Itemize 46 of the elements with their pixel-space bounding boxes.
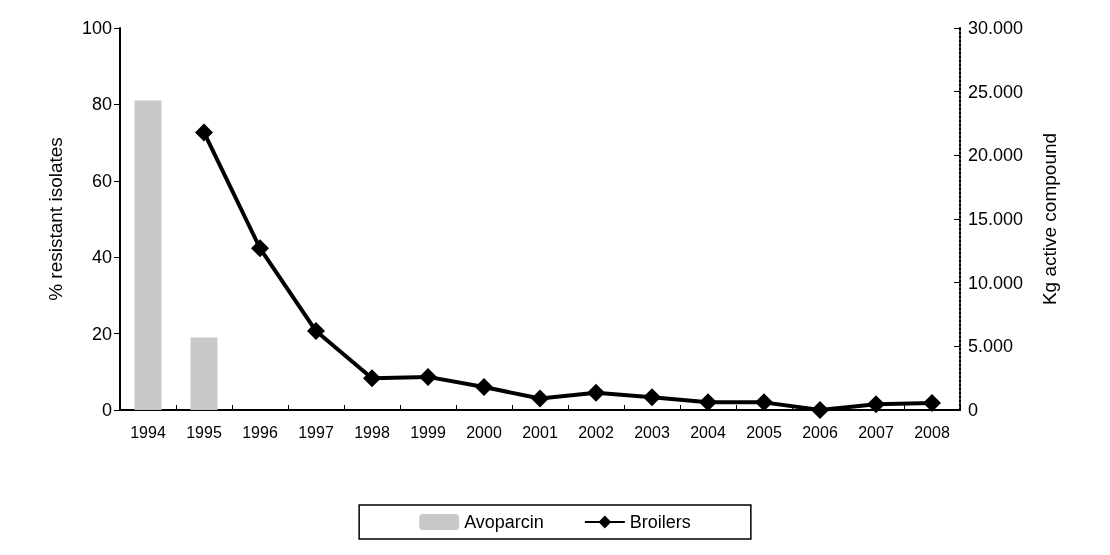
y2-tick-label: 0 xyxy=(968,400,979,420)
y2-tick-label: 25.000 xyxy=(968,81,1024,102)
y2-tick-label: 20.000 xyxy=(968,145,1024,166)
y-axis-title: % resistant isolates xyxy=(45,137,66,301)
y2-tick-label: 5.000 xyxy=(968,336,1014,357)
y-tick-label: 80 xyxy=(91,94,112,115)
x-tick-label: 2006 xyxy=(802,423,838,441)
x-tick-label: 2007 xyxy=(858,423,894,441)
point xyxy=(195,123,213,142)
point xyxy=(699,393,717,412)
point xyxy=(251,239,269,258)
point xyxy=(363,369,381,388)
x-tick-label: 2002 xyxy=(578,423,614,441)
x-tick-label: 1995 xyxy=(186,423,222,441)
point xyxy=(811,401,829,419)
point xyxy=(475,378,493,397)
x-tick-label: 1999 xyxy=(410,423,446,441)
y2-axis-title: Kg active compound xyxy=(1039,132,1060,306)
y-tick-label: 20 xyxy=(91,323,112,344)
x-tick-label: 2003 xyxy=(634,423,670,441)
x-tick-label: 2001 xyxy=(522,423,558,441)
x-tick-label: 1997 xyxy=(298,423,334,441)
x-tick-label: 2008 xyxy=(914,423,950,441)
point xyxy=(531,389,549,408)
point xyxy=(307,322,325,341)
y2-tick-label: 30.000 xyxy=(968,18,1024,38)
y-tick-label: 40 xyxy=(91,247,112,268)
point xyxy=(755,393,773,412)
x-tick-label: 2004 xyxy=(690,423,726,441)
x-tick-label: 1996 xyxy=(242,423,278,441)
x-tick-label: 1998 xyxy=(354,423,390,441)
x-tick-label: 2000 xyxy=(466,423,502,441)
x-tick-label: 1994 xyxy=(130,423,166,441)
point xyxy=(923,394,941,412)
y-tick-label: 60 xyxy=(91,170,112,191)
x-tick-label: 2005 xyxy=(746,423,782,441)
legend-label: Broilers xyxy=(629,512,691,532)
y-tick-label: 100 xyxy=(81,18,112,38)
legend-label: Avoparcin xyxy=(464,512,544,532)
y2-tick-label: 15.000 xyxy=(968,209,1024,229)
point xyxy=(419,367,437,386)
point xyxy=(587,383,605,402)
y2-tick-label: 10.000 xyxy=(968,272,1024,293)
point xyxy=(643,388,661,407)
y-tick-label: 0 xyxy=(101,400,112,420)
point xyxy=(867,395,885,414)
